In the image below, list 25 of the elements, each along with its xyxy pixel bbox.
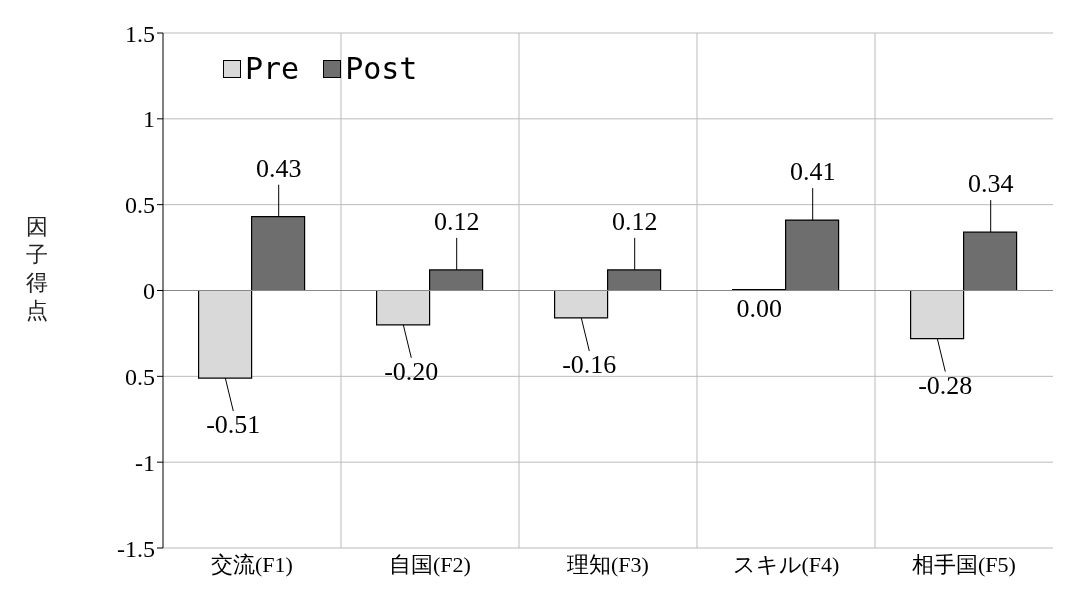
- data-label: 0.00: [736, 293, 783, 323]
- data-label: 0.12: [611, 206, 658, 236]
- y-tick-label: 0.5: [125, 363, 155, 390]
- y-tick-label: -1.5: [117, 535, 155, 562]
- legend-label: Pre: [245, 51, 300, 86]
- data-label: 0.41: [789, 157, 836, 187]
- y-tick-label: 0: [143, 278, 155, 305]
- data-label: -0.16: [562, 349, 617, 379]
- data-label: -0.28: [918, 370, 973, 400]
- data-label: 0.43: [255, 153, 302, 183]
- y-tick-label: 0.5: [125, 192, 155, 219]
- y-tick-label: 1: [143, 106, 155, 133]
- x-tick-label: 交流(F1): [211, 551, 293, 577]
- data-label: -0.51: [206, 410, 261, 440]
- x-tick-label: 相手国(F5): [912, 551, 1016, 577]
- y-tick-label: -1: [135, 449, 155, 476]
- data-label: 0.34: [967, 169, 1014, 199]
- y-axis-title: 因子得点: [25, 213, 49, 325]
- x-tick-label: スキル(F4): [732, 551, 840, 577]
- legend-label: Post: [345, 51, 418, 86]
- data-label: 0.12: [433, 206, 480, 236]
- x-tick-label: 理知(F3): [567, 551, 649, 577]
- data-label: -0.20: [384, 356, 439, 386]
- x-tick-label: 自国(F2): [389, 551, 471, 577]
- y-tick-label: 1.5: [125, 20, 155, 47]
